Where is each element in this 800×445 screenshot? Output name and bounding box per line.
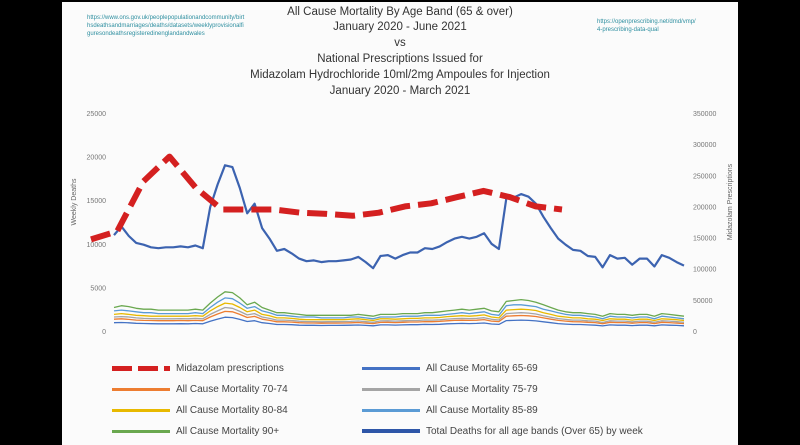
legend-swatch-70-74 [112, 387, 170, 391]
title-line-4: National Prescriptions Issued for [317, 53, 483, 65]
legend-item-90plus: All Cause Mortality 90+ [112, 423, 279, 439]
title-line-6: January 2020 - March 2021 [329, 85, 471, 97]
legend-item-total: Total Deaths for all age bands (Over 65)… [362, 423, 643, 439]
legend-swatch-80-84 [112, 408, 170, 412]
series-line-total [113, 164, 685, 270]
legend-item-75-79: All Cause Mortality 75-79 [362, 381, 538, 397]
legend-item-70-74: All Cause Mortality 70-74 [112, 381, 288, 397]
series-line-m5 [113, 310, 685, 325]
chart-panel: https://www.ons.gov.uk/peoplepopulationa… [62, 0, 738, 445]
source-url-right[interactable]: https://openprescribing.net/dmd/vmp/4-pr… [597, 19, 696, 33]
series-line-m4 [113, 316, 685, 327]
right-tick-label: 350000 [693, 111, 716, 118]
legend-swatch-85-89 [362, 408, 420, 412]
series-line-m8 [113, 297, 685, 320]
right-tick-label: 100000 [693, 267, 716, 274]
legend-item-85-89: All Cause Mortality 85-89 [362, 402, 538, 418]
left-axis-title: Weekly Deaths [71, 178, 78, 225]
right-tick-label: 250000 [693, 173, 716, 180]
series-line-m9 [113, 291, 685, 317]
legend-label-65-69: All Cause Mortality 65-69 [426, 362, 538, 374]
right-axis-title: Midazolam Prescriptions [727, 163, 734, 240]
legend-swatch-75-79 [362, 387, 420, 391]
right-tick-label: 0 [693, 329, 697, 336]
top-border [62, 0, 738, 2]
legend-label-total: Total Deaths for all age bands (Over 65)… [426, 425, 643, 437]
legend-swatch-90plus [112, 429, 170, 433]
series-line-midazolam [90, 153, 563, 243]
title-line-5: Midazolam Hydrochloride 10ml/2mg Ampoule… [250, 69, 550, 81]
left-tick-label: 0 [102, 329, 106, 336]
left-tick-label: 25000 [87, 111, 107, 118]
title-line-1: All Cause Mortality By Age Band (65 & ov… [287, 6, 513, 18]
right-tick-label: 300000 [693, 142, 716, 149]
legend-label-75-79: All Cause Mortality 75-79 [426, 383, 538, 395]
left-tick-label: 10000 [87, 242, 107, 249]
right-tick-label: 150000 [693, 236, 716, 243]
left-tick-label: 15000 [87, 198, 107, 205]
series-line-m6 [113, 306, 685, 324]
legend-label-90plus: All Cause Mortality 90+ [176, 425, 280, 437]
right-tick-label: 200000 [693, 204, 716, 211]
legend: Midazolam prescriptions All Cause Mortal… [62, 352, 738, 442]
legend-swatch-total [362, 429, 420, 433]
left-tick-label: 5000 [90, 285, 106, 292]
title-line-3: vs [394, 37, 406, 49]
legend-swatch-midazolam [112, 365, 170, 371]
source-url-left[interactable]: https://www.ons.gov.uk/peoplepopulationa… [87, 15, 245, 37]
legend-label-80-84: All Cause Mortality 80-84 [176, 404, 288, 416]
legend-label-85-89: All Cause Mortality 85-89 [426, 404, 538, 416]
legend-item-80-84: All Cause Mortality 80-84 [112, 402, 288, 418]
right-tick-label: 50000 [693, 298, 713, 305]
title-line-2: January 2020 - June 2021 [333, 21, 467, 33]
chart-svg: 2500020000150001000050000350000300000250… [71, 111, 734, 336]
legend-item-midazolam: Midazolam prescriptions [112, 360, 284, 376]
legend-label-70-74: All Cause Mortality 70-74 [176, 383, 288, 395]
left-tick-label: 20000 [87, 155, 107, 162]
legend-item-65-69: All Cause Mortality 65-69 [362, 360, 538, 376]
legend-label-midazolam: Midazolam prescriptions [176, 362, 284, 374]
legend-swatch-65-69 [362, 366, 420, 370]
series-line-m7 [113, 302, 685, 322]
